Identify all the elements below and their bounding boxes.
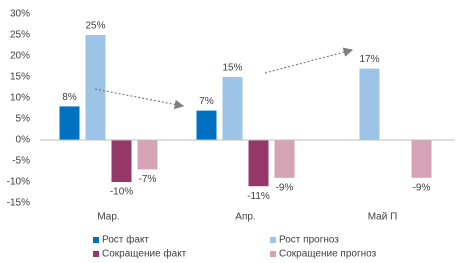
data-label: -11% [247,191,270,202]
y-tick-label: 30% [10,9,30,20]
x-tick-label: Мар. [97,212,119,223]
legend-swatch [93,237,99,243]
bar [111,140,132,182]
data-label: -7% [139,174,157,185]
y-tick-label: 5% [16,114,31,125]
data-label: 8% [62,92,77,103]
trend-arrow [94,88,185,110]
bar [359,68,380,140]
data-label: 25% [85,21,105,32]
legend-swatch [93,251,99,257]
x-tick-label: Май П [368,212,398,223]
y-tick-label: -15% [7,198,30,209]
y-tick-label: -5% [12,156,30,167]
legend-label: Рост факт [102,234,149,246]
y-tick-label: 15% [10,72,30,83]
y-tick-label: 20% [10,51,30,62]
bar [274,140,295,178]
bar [222,77,243,140]
data-label: -10% [110,187,133,198]
bar [137,140,158,170]
legend-swatch [270,251,276,257]
data-label: -9% [276,182,294,193]
data-label: 15% [222,63,242,74]
bar [196,110,217,140]
y-tick-label: 25% [10,30,30,41]
y-tick-label: -10% [7,177,30,188]
data-label: 7% [199,96,214,107]
bar [411,140,432,178]
y-tick-label: 0% [16,135,31,146]
legend-swatch [270,237,276,243]
y-tick-label: 10% [10,93,30,104]
legend-label: Рост прогноз [279,235,339,246]
bar [85,35,106,140]
legend-label: Сокращение факт [102,248,187,260]
x-tick-label: Апр. [235,212,255,223]
data-label: 17% [359,54,379,65]
trend-arrow [264,47,354,74]
bar [248,140,269,187]
legend-label: Сокращение прогноз [279,249,377,260]
bar [59,106,80,140]
data-label: -9% [413,182,431,193]
